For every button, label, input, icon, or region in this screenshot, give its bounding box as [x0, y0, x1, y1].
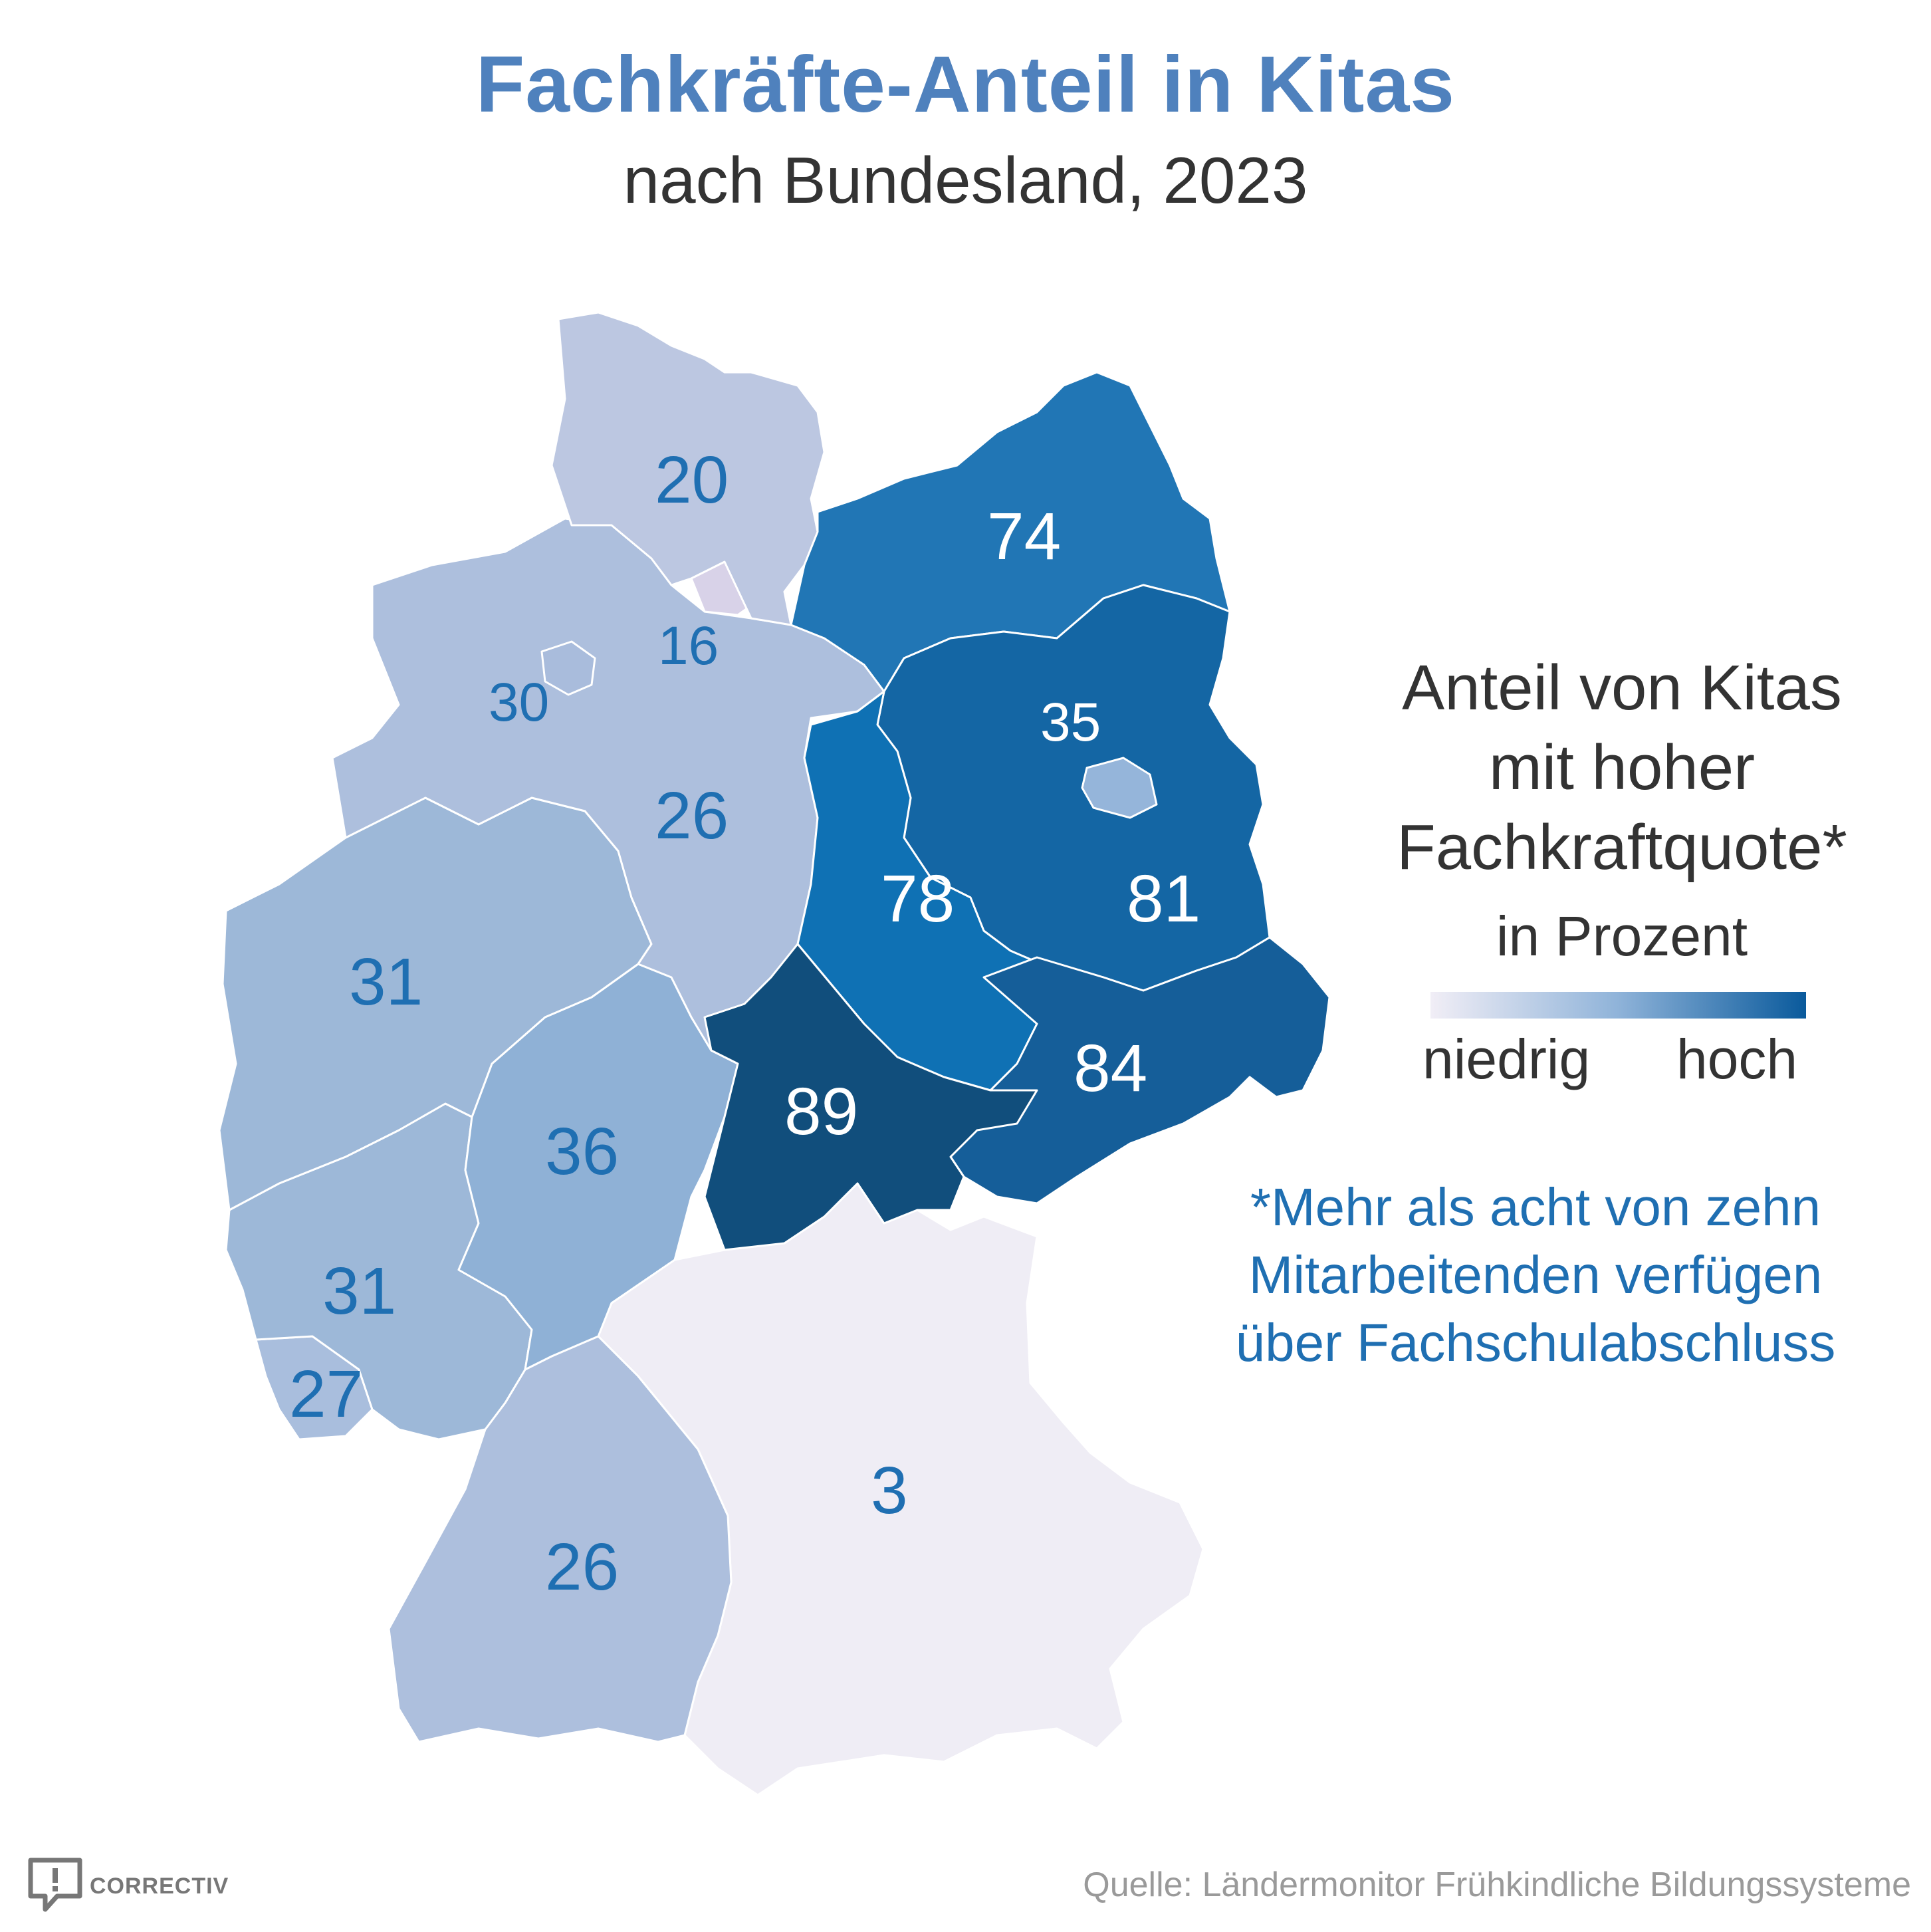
value-label-schleswig-holstein: 20 — [655, 443, 729, 517]
region-bremen — [540, 640, 596, 696]
value-label-brandenburg: 81 — [1127, 862, 1201, 936]
region-thueringen — [703, 943, 1038, 1251]
value-label-bayern: 3 — [871, 1453, 908, 1528]
legend-unit: in Prozent — [1496, 905, 1748, 967]
value-label-bremen: 30 — [489, 672, 550, 733]
correctiv-logo-icon — [28, 1858, 82, 1912]
map-title: Fachkräfte-Anteil in Kitas — [476, 40, 1455, 129]
value-label-nordrhein-westfalen: 31 — [349, 945, 423, 1019]
footnote: *Mehr als acht von zehn Mitarbeitenden v… — [1170, 1173, 1901, 1377]
legend-color-scale — [1430, 992, 1806, 1019]
footnote-line-1: *Mehr als acht von zehn — [1250, 1177, 1821, 1237]
region-berlin — [1081, 757, 1158, 819]
value-label-mecklenburg-vorpommern: 74 — [987, 499, 1062, 574]
value-label-baden-wuerttemberg: 26 — [545, 1530, 620, 1604]
legend-low-label: niedrig — [1422, 1028, 1591, 1090]
source-note: Quelle: Ländermonitor Frühkindliche Bild… — [1083, 1866, 1911, 1904]
value-label-thueringen: 89 — [784, 1074, 859, 1149]
logo-text: CORRECTIV — [90, 1873, 229, 1899]
value-label-berlin: 35 — [1040, 692, 1101, 753]
legend-high-label: hoch — [1676, 1028, 1798, 1090]
legend-title-line-3: Fachkraftquote* — [1397, 812, 1847, 883]
legend-title-line-2: mit hoher — [1488, 732, 1756, 803]
value-label-saarland: 27 — [289, 1357, 364, 1431]
value-label-niedersachsen: 26 — [655, 779, 729, 853]
value-label-sachsen-anhalt: 78 — [881, 862, 955, 936]
legend-title-line-1: Anteil von Kitas — [1402, 652, 1842, 723]
value-label-rheinland-pfalz: 31 — [322, 1254, 397, 1328]
footnote-line-3: über Fachschulabschluss — [1235, 1313, 1836, 1372]
map-subtitle: nach Bundesland, 2023 — [623, 144, 1308, 217]
value-label-sachsen: 84 — [1074, 1031, 1148, 1106]
value-label-hessen: 36 — [545, 1114, 620, 1189]
value-label-hamburg: 16 — [658, 616, 719, 676]
footnote-line-2: Mitarbeitenden verfügen — [1248, 1245, 1823, 1304]
